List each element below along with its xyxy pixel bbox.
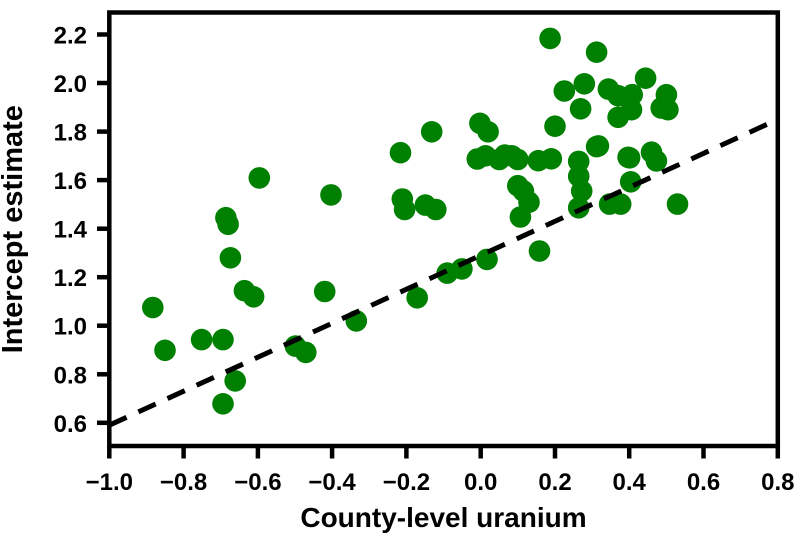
- svg-text:−0.4: −0.4: [308, 469, 356, 496]
- svg-text:1.2: 1.2: [54, 265, 87, 292]
- svg-text:1.6: 1.6: [54, 168, 87, 195]
- svg-text:0.8: 0.8: [54, 362, 87, 389]
- svg-text:0.2: 0.2: [538, 469, 571, 496]
- svg-text:County-level uranium: County-level uranium: [300, 502, 586, 533]
- svg-text:0.0: 0.0: [464, 469, 497, 496]
- svg-text:2.2: 2.2: [54, 23, 87, 50]
- svg-text:−0.6: −0.6: [234, 469, 281, 496]
- svg-text:1.4: 1.4: [54, 217, 88, 244]
- svg-text:−0.2: −0.2: [383, 469, 430, 496]
- svg-text:−0.8: −0.8: [160, 469, 207, 496]
- svg-text:2.0: 2.0: [54, 71, 87, 98]
- svg-text:1.0: 1.0: [54, 314, 87, 341]
- svg-text:0.6: 0.6: [687, 469, 720, 496]
- svg-text:−1.0: −1.0: [86, 469, 133, 496]
- svg-text:Intercept estimate: Intercept estimate: [0, 105, 29, 353]
- svg-text:0.8: 0.8: [761, 469, 794, 496]
- svg-text:1.8: 1.8: [54, 120, 87, 147]
- svg-text:0.6: 0.6: [54, 411, 87, 438]
- svg-text:0.4: 0.4: [613, 469, 647, 496]
